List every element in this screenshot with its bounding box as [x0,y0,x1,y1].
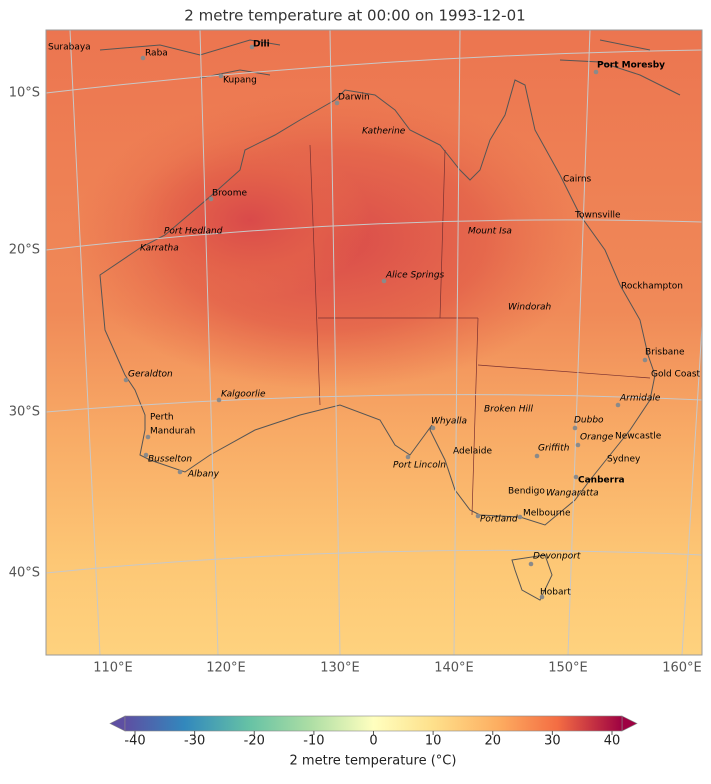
city-label: Devonport [533,552,581,562]
map-area: Surabaya Raba Dili Kupang Port Moresby Darwin… [46,30,702,655]
city-label: Kupang [223,76,257,86]
city-marker [381,278,387,284]
tasmania-coastline [511,554,553,601]
lon-label: 120°E [206,661,246,676]
city-marker [615,402,621,408]
city-label: Rockhampton [621,282,683,292]
lon-label: 140°E [434,661,474,676]
city-label: Canberra [578,476,625,486]
island-coastlines [99,39,681,96]
colorbar-tick-label: 0 [369,734,377,749]
city-label: Melbourne [523,509,571,519]
colorbar-tick-label: -20 [244,734,265,749]
city-marker [123,377,129,383]
city-label: Port Lincoln [393,461,446,471]
city-label: Raba [145,49,168,59]
lat-label: 40°S [9,566,40,581]
city-marker [334,100,340,106]
city-marker [177,469,183,475]
city-label: Katherine [362,127,406,137]
city-label: Broken Hill [484,405,533,415]
city-label: Armidale [619,394,661,404]
city-label: Bendigo [508,487,545,497]
colorbar-tick-label: 10 [425,734,442,749]
city-label: Karratha [140,244,179,254]
city-label: Albany [187,470,220,480]
city-marker [517,514,523,520]
city-label: Brisbane [645,348,685,358]
city-label: Kalgoorlie [221,390,266,400]
colorbar-extend-low [109,715,126,732]
lat-label: 10°S [9,86,40,101]
city-label: Wangaratta [546,489,599,499]
city-marker [539,594,545,600]
city-label: Townsville [574,211,621,221]
city-marker [528,561,534,567]
city-label: Darwin [338,93,370,103]
colorbar-tick-label: 40 [604,734,621,749]
city-marker [216,397,222,403]
city-label: Portland [480,515,518,525]
city-marker [249,44,255,50]
colorbar-tick-label: -40 [124,734,145,749]
city-label: Dili [253,40,270,50]
state-borders [309,144,651,516]
city-marker [430,425,436,431]
city-label: Alice Springs [385,271,445,281]
city-label: Port Moresby [597,61,665,71]
map-frame [45,29,703,656]
city-marker [143,452,149,458]
city-label: Busselton [148,455,192,465]
lon-label: 110°E [93,661,133,676]
city-label: Windorah [508,303,552,313]
city-label: Gold Coast [651,370,701,380]
city-label: Mandurah [150,427,195,437]
city-marker [593,69,599,75]
city-marker [405,454,411,460]
city-label: Hobart [540,588,571,598]
city-label: Mount Isa [468,227,512,237]
map-title: 2 metre temperature at 00:00 on 1993-12-… [184,7,525,25]
city-marker [145,434,151,440]
city-label: Adelaide [453,447,492,457]
colorbar-label: 2 metre temperature (°C) [290,754,457,769]
lon-label: 150°E [548,661,588,676]
colorbar-tick-label: 20 [484,734,501,749]
colorbar [124,715,623,732]
city-marker [575,442,581,448]
city-marker [573,474,579,480]
colorbar-tick-label: -10 [303,734,324,749]
city-marker [218,73,224,79]
city-marker [140,55,146,61]
city-label: Surabaya [48,43,91,53]
city-label: Newcastle [615,432,662,442]
city-label: Broome [212,189,247,199]
city-label: Orange [580,433,614,443]
city-label: Geraldton [128,370,173,380]
city-marker [572,425,578,431]
warm-region [130,140,370,300]
city-label: Whyalla [431,417,467,427]
colorbar-tick-label: 30 [544,734,561,749]
city-label: Sydney [607,455,641,465]
city-marker [208,196,214,202]
city-label: Cairns [563,175,592,185]
city-marker [534,453,540,459]
city-label: Dubbo [574,416,604,426]
lon-label: 160°E [662,661,702,676]
city-label: Port Hedland [164,227,223,237]
colorbar-extend-high [621,715,638,732]
city-label: Perth [150,413,174,423]
colorbar-tick-label: -30 [184,734,205,749]
city-label: Griffith [538,444,570,454]
lat-label: 20°S [9,243,40,258]
lon-label: 130°E [320,661,360,676]
graticule [46,30,702,655]
city-marker [642,357,648,363]
city-marker [475,513,481,519]
lat-label: 30°S [9,405,40,420]
australia-coastline [99,79,656,526]
